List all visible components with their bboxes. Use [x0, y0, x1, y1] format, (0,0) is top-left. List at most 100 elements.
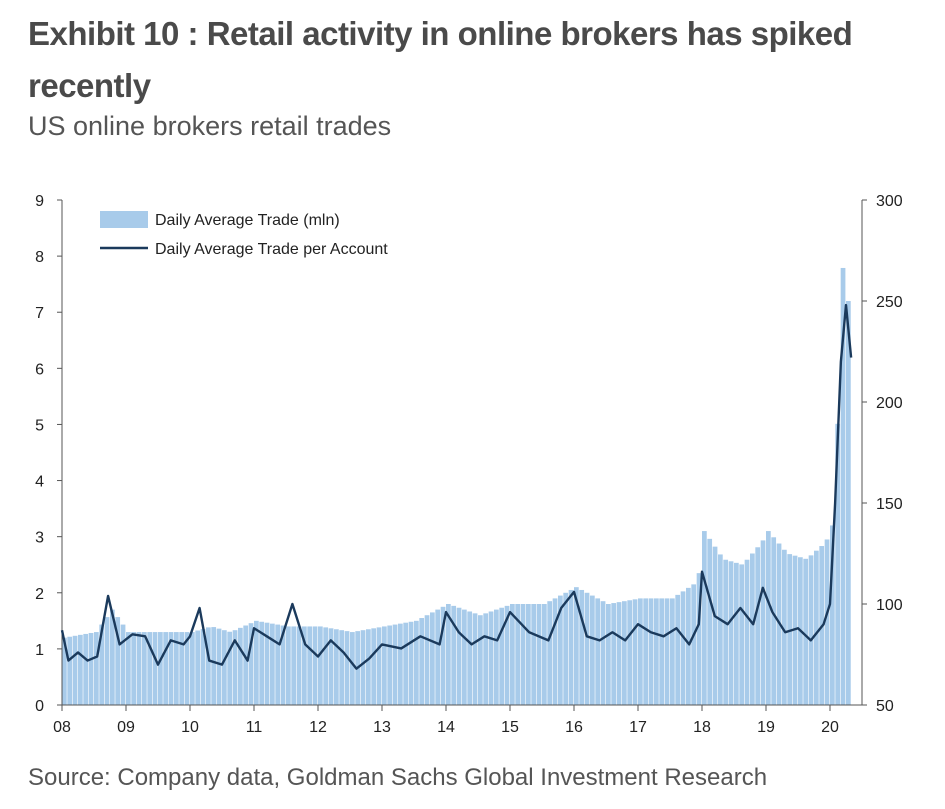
bar [760, 540, 766, 705]
bar [648, 598, 654, 705]
bar [643, 598, 649, 705]
x-tick-label: 20 [821, 719, 839, 736]
x-tick-label: 18 [693, 719, 711, 736]
bar [174, 632, 179, 705]
bar [270, 623, 275, 705]
bar [675, 594, 681, 705]
bar [483, 613, 489, 705]
bar [755, 547, 761, 705]
bar [435, 609, 441, 705]
bar [264, 622, 270, 705]
bar [568, 589, 574, 705]
bar [104, 617, 110, 705]
left-tick-label: 4 [35, 474, 44, 491]
bar [227, 631, 233, 705]
bar [728, 561, 734, 705]
legend-label-bar: Daily Average Trade (mln) [155, 212, 340, 229]
bar [344, 631, 350, 705]
bar [222, 630, 227, 705]
bar [403, 622, 409, 705]
bar [611, 603, 617, 705]
bar [254, 620, 259, 705]
x-tick-label: 19 [757, 719, 775, 736]
bar [366, 629, 371, 705]
x-tick-label: 09 [117, 719, 135, 736]
bar [126, 632, 131, 705]
bar [99, 624, 105, 705]
bar [478, 615, 483, 705]
bar [846, 301, 851, 705]
bar [339, 630, 345, 705]
bar [312, 626, 318, 705]
bar [563, 592, 569, 705]
bar [408, 621, 414, 705]
left-tick-label: 0 [35, 698, 44, 715]
bar [696, 573, 702, 705]
right-tick-label: 50 [876, 698, 894, 715]
right-tick-label: 100 [876, 597, 903, 614]
left-tick-label: 2 [35, 586, 44, 603]
bar [766, 531, 771, 705]
bar [659, 598, 665, 705]
bar [243, 625, 249, 705]
bar [216, 628, 222, 705]
chart-title: Exhibit 10 : Retail activity in online b… [28, 15, 853, 104]
bar [195, 630, 201, 705]
bar [376, 627, 382, 705]
bar [78, 634, 83, 705]
axes [57, 199, 867, 711]
bar [638, 598, 643, 705]
bar [515, 604, 521, 705]
bar [499, 607, 505, 705]
x-tick-label: 17 [629, 719, 647, 736]
bar [504, 605, 510, 705]
bar [803, 558, 809, 705]
bar [280, 625, 286, 705]
bar [152, 632, 158, 705]
x-tick-label: 14 [437, 719, 455, 736]
left-tick-label: 7 [35, 305, 44, 322]
bar [67, 636, 73, 705]
bar [110, 609, 115, 705]
bar [622, 601, 627, 705]
bar [520, 604, 526, 705]
bar [296, 626, 302, 705]
bar [115, 617, 121, 705]
bar [440, 606, 446, 705]
bar [835, 423, 841, 705]
bar [414, 620, 419, 705]
x-tick-label: 12 [309, 719, 327, 736]
bar [531, 604, 537, 705]
bar [94, 632, 99, 705]
bar [462, 609, 467, 705]
bar [83, 633, 89, 705]
bar [632, 599, 638, 705]
bar [584, 592, 590, 705]
bar [147, 632, 153, 705]
bar [467, 611, 473, 705]
bar [707, 538, 713, 705]
bar [184, 632, 190, 705]
bar [430, 612, 435, 705]
bar [446, 604, 451, 705]
bar [670, 598, 675, 705]
bar [286, 626, 291, 705]
bar-series [62, 267, 851, 705]
bar [558, 595, 563, 705]
bar [451, 605, 457, 705]
bar [211, 627, 217, 705]
bar [739, 564, 745, 705]
legend-label-line: Daily Average Trade per Account [155, 241, 388, 258]
bar [168, 632, 174, 705]
bar [318, 626, 323, 705]
left-tick-label: 6 [35, 361, 44, 378]
bar [179, 632, 185, 705]
x-tick-label: 08 [53, 719, 71, 736]
x-tick-label: 15 [501, 719, 519, 736]
bar [686, 587, 691, 705]
bar [387, 625, 393, 705]
bar [248, 623, 254, 705]
bar [744, 559, 750, 705]
bar [392, 624, 398, 705]
